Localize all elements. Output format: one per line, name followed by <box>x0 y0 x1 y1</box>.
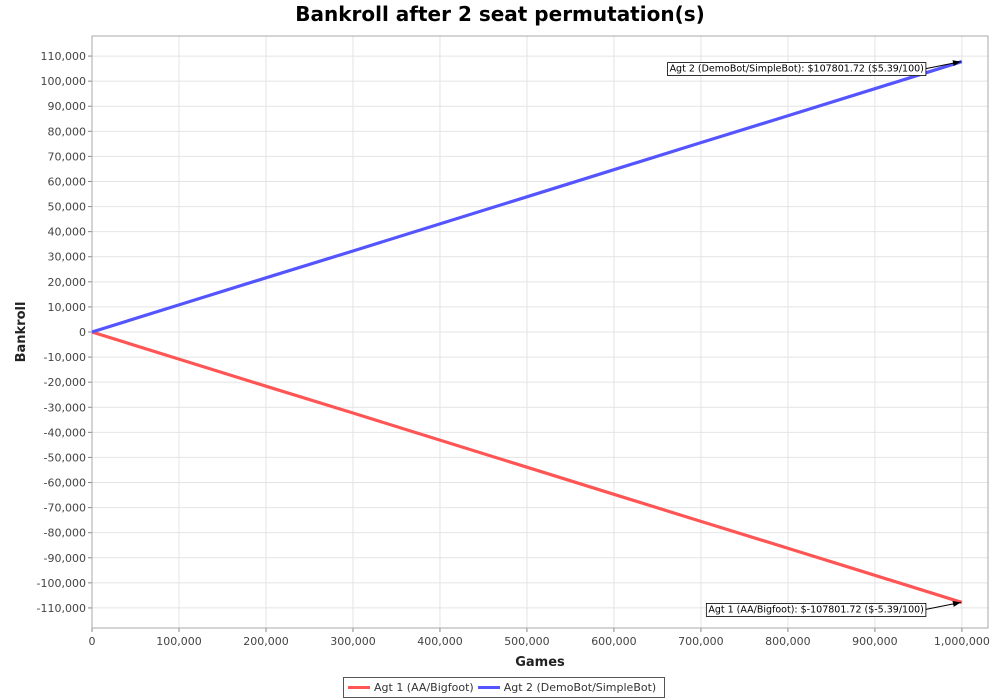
y-tick-label: -80,000 <box>44 527 86 540</box>
y-tick-label: 100,000 <box>41 75 87 88</box>
legend-swatch-agt2 <box>477 686 500 689</box>
legend-item-agt1: Agt 1 (AA/Bigfoot) <box>348 681 474 694</box>
y-tick-label: 70,000 <box>48 150 87 163</box>
y-tick-label: 90,000 <box>48 100 87 113</box>
x-tick-label: 1,000,000 <box>934 635 990 648</box>
y-tick-label: 0 <box>79 326 86 339</box>
series-line-agt1 <box>91 330 963 604</box>
y-tick-label: 10,000 <box>48 301 87 314</box>
y-tick-label: -90,000 <box>44 552 86 565</box>
y-tick-label: -10,000 <box>44 351 86 364</box>
annotations: Agt 1 (AA/Bigfoot): $-107801.72 ($-5.39/… <box>667 60 962 617</box>
x-tick-label: 200,000 <box>243 635 289 648</box>
y-tick-label: 80,000 <box>48 125 87 138</box>
y-tick-label: -110,000 <box>37 602 86 615</box>
axes: 110,000 100,000 90,000 80,000 70,000 60,000 50… <box>37 35 990 648</box>
legend: Agt 1 (AA/Bigfoot) Agt 2 (DemoBot/Simple… <box>343 677 666 698</box>
x-axis-label: Games <box>515 655 565 670</box>
y-tick-label: 30,000 <box>48 251 87 264</box>
x-tick-label: 0 <box>89 635 96 648</box>
annotation-label: Agt 2 (DemoBot/SimpleBot): $107801.72 ($… <box>670 64 924 75</box>
y-tick-label: 20,000 <box>48 276 87 289</box>
y-tick-label: -60,000 <box>44 477 86 490</box>
annotation-box <box>667 62 927 76</box>
grid-lines <box>91 36 988 628</box>
y-tick-label: -50,000 <box>44 451 86 464</box>
x-tick-label: 500,000 <box>504 635 550 648</box>
y-tick-label: -40,000 <box>44 426 86 439</box>
x-tick-label: 300,000 <box>330 635 376 648</box>
legend-label-agt2: Agt 2 (DemoBot/SimpleBot) <box>503 681 657 694</box>
annotation-arrow <box>925 60 962 70</box>
legend-label-agt1: Agt 1 (AA/Bigfoot) <box>374 681 474 694</box>
annotation-box <box>705 603 927 617</box>
annotation-agt2: Agt 2 (DemoBot/SimpleBot): $107801.72 ($… <box>667 60 962 76</box>
y-tick-label: 60,000 <box>48 175 87 188</box>
legend-item-agt2: Agt 2 (DemoBot/SimpleBot) <box>477 681 657 694</box>
y-axis-label: Bankroll <box>14 302 29 363</box>
y-tick-label: 110,000 <box>41 50 87 63</box>
annotation-arrow <box>925 601 962 610</box>
x-tick-label: 800,000 <box>765 635 811 648</box>
x-tick-label: 400,000 <box>417 635 463 648</box>
x-tick-label: 700,000 <box>678 635 724 648</box>
chart-title: Bankroll after 2 seat permutation(s) <box>295 2 705 26</box>
x-tick-label: 100,000 <box>156 635 202 648</box>
annotation-label: Agt 1 (AA/Bigfoot): $-107801.72 ($-5.39/… <box>708 604 924 615</box>
y-tick-label: -70,000 <box>44 502 86 515</box>
x-tick-label: 900,000 <box>852 635 898 648</box>
y-tick-label: -20,000 <box>44 376 86 389</box>
annotation-agt1: Agt 1 (AA/Bigfoot): $-107801.72 ($-5.39/… <box>705 601 962 617</box>
y-tick-label: 40,000 <box>48 226 87 239</box>
y-tick-label: -30,000 <box>44 401 86 414</box>
y-tick-label: 50,000 <box>48 201 87 214</box>
legend-swatch-agt1 <box>348 686 370 689</box>
series-lines <box>91 60 963 604</box>
x-tick-label: 600,000 <box>591 635 637 648</box>
series-line-agt2 <box>91 60 963 334</box>
y-tick-label: -100,000 <box>37 577 86 590</box>
